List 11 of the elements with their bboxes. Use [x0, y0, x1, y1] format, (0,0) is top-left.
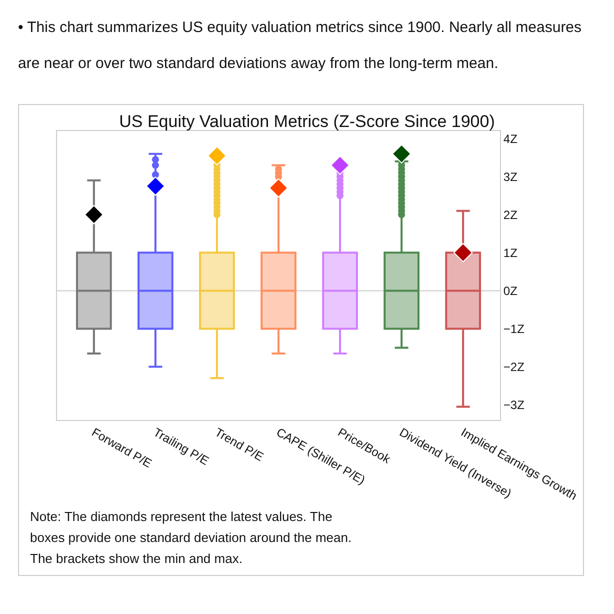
text: Note: The diamonds represent the latest values. The boxes provide one standard deviation around the mean. The brackets show the min and max.	[30, 508, 353, 568]
text: • This chart summarizes US equity valuation metrics since 1900. Nearly all measures are near or over two standard deviations away from the long-term mean.	[18, 19, 582, 72]
chart-title: US Equity Valuation Metrics (Z-Score Since 1900)	[119, 112, 495, 131]
y-tick-label: −1Z	[503, 322, 524, 336]
y-tick-label: 3Z	[503, 170, 518, 184]
y-tick-label: 4Z	[503, 132, 518, 146]
y-tick-label: 2Z	[503, 208, 518, 222]
y-tick-label: 1Z	[503, 246, 518, 260]
y-tick-label: −2Z	[503, 360, 524, 374]
y-tick-label: −3Z	[503, 398, 524, 412]
y-tick-label: 0Z	[503, 284, 518, 298]
